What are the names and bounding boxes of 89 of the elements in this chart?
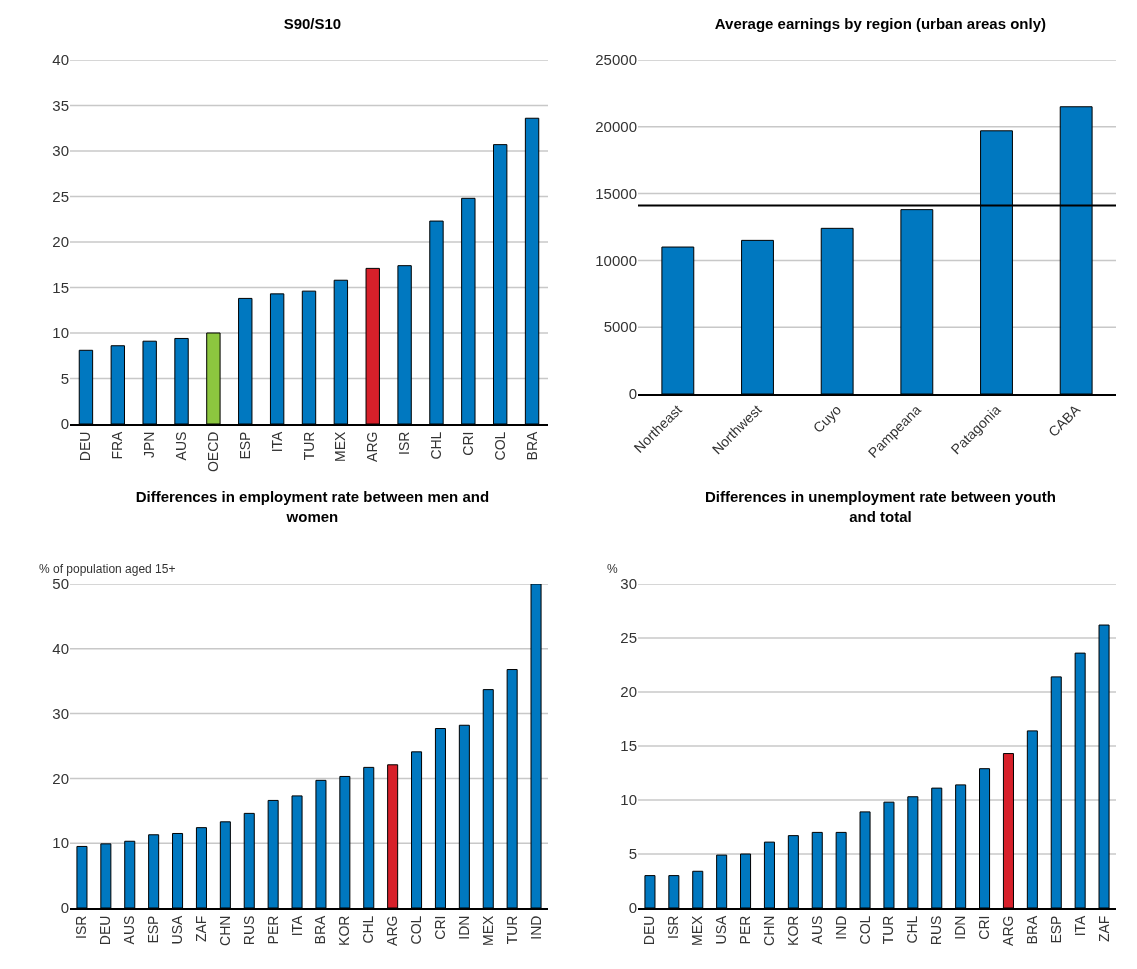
x-tick-label: ESP — [236, 431, 253, 460]
x-tick-label: PER — [264, 915, 281, 945]
x-tick-label: CHN — [216, 915, 233, 946]
x-tick-label: FRA — [109, 430, 126, 460]
y-tick-label: 25000 — [595, 51, 637, 69]
x-tick-label: BRA — [312, 914, 329, 945]
x-tick-label: IND — [527, 915, 544, 940]
x-tick-label: TUR — [300, 431, 317, 461]
y-tick-label: 5000 — [603, 318, 637, 336]
x-tick-label: COL — [491, 431, 508, 461]
x-tick-label: TUR — [503, 915, 520, 945]
x-tick-label: DEU — [97, 915, 114, 946]
x-tick-label: MEX — [479, 914, 496, 946]
x-tick-label: ZAF — [1095, 915, 1112, 943]
y-tick-label: 0 — [628, 899, 637, 917]
y-tick-label: 25 — [620, 629, 637, 647]
y-tick-label: 30 — [52, 704, 69, 722]
x-tick-label: ARG — [1000, 915, 1016, 946]
x-tick-label: PER — [737, 915, 754, 945]
x-tick-label: USA — [713, 914, 730, 945]
x-tick-label: AUS — [173, 431, 190, 461]
y-tick-label: 20 — [620, 683, 637, 701]
x-tick-label: MEX — [332, 430, 349, 462]
x-tick-label: CHN — [761, 915, 777, 946]
x-tick-label: ARG — [364, 431, 381, 462]
x-tick-label: ISR — [665, 915, 682, 939]
x-tick-label: ISR — [396, 431, 413, 455]
y-tick-label: 20 — [52, 233, 69, 251]
y-tick-label: 20 — [52, 769, 69, 787]
x-tick-label: CRI — [976, 915, 993, 940]
x-tick-label: IDN — [952, 915, 969, 940]
y-axis-title: % of population aged 15+ — [39, 562, 176, 576]
x-tick-label: CRI — [459, 431, 476, 456]
x-tick-label: IND — [832, 915, 849, 940]
x-tick-label: JPN — [141, 431, 158, 459]
x-tick-label: ESP — [1047, 915, 1064, 944]
y-tick-label: 10 — [52, 834, 69, 852]
y-tick-label: 10 — [52, 324, 69, 342]
x-tick-label: ZAF — [193, 915, 209, 943]
x-tick-label: RUS — [928, 915, 945, 946]
x-tick-label: KOR — [336, 915, 353, 946]
y-tick-label: 25 — [52, 187, 69, 205]
y-tick-label: 20000 — [595, 118, 637, 136]
x-tick-label: DEU — [77, 431, 94, 462]
y-tick-label: 15 — [52, 278, 69, 296]
x-tick-label: AUS — [808, 915, 825, 945]
x-tick-label: CHL — [360, 915, 377, 944]
x-tick-label: CRI — [432, 915, 448, 940]
y-tick-label: 30 — [620, 575, 637, 593]
x-tick-label: COL — [408, 915, 425, 945]
y-tick-label: 15 — [620, 737, 637, 755]
y-tick-label: 30 — [52, 142, 69, 160]
y-tick-label: 35 — [52, 96, 69, 114]
x-tick-label: CHL — [428, 431, 445, 460]
x-tick-label: ITA — [268, 430, 285, 453]
x-tick-label: KOR — [784, 915, 801, 946]
chart-title: S90/S10 — [283, 14, 342, 32]
x-tick-label: ITA — [1071, 914, 1088, 937]
chart-title: Average earnings by region (urban areas only) — [714, 14, 1047, 32]
x-tick-label: DEU — [641, 915, 658, 946]
y-tick-label: 10 — [620, 791, 637, 809]
x-tick-label: RUS — [240, 915, 257, 946]
chart-title: Differences in employment rate between men and women — [135, 488, 490, 525]
x-tick-label: BRA — [1023, 914, 1040, 945]
y-tick-label: 5 — [628, 845, 637, 863]
x-tick-label: ITA — [288, 914, 305, 937]
x-tick-label: IDN — [455, 915, 472, 940]
y-tick-label: 50 — [52, 575, 69, 593]
x-tick-label: TUR — [880, 915, 897, 945]
y-tick-label: 40 — [52, 640, 69, 658]
y-tick-label: 10000 — [595, 251, 637, 269]
x-tick-label: COL — [856, 915, 873, 945]
y-tick-label: 0 — [628, 385, 637, 403]
x-tick-label: CHL — [904, 915, 921, 944]
y-tick-label: 0 — [60, 899, 69, 917]
chart-title: Differences in unemployment rate between youth and total — [704, 488, 1056, 525]
y-tick-label: 0 — [60, 415, 69, 433]
x-tick-label: MEX — [689, 914, 706, 946]
y-axis-title: % — [607, 562, 618, 576]
x-tick-label: OECD — [204, 431, 221, 473]
y-tick-label: 5 — [60, 369, 69, 387]
x-tick-label: ESP — [145, 915, 162, 944]
x-tick-label: BRA — [523, 430, 540, 461]
y-tick-label: 40 — [52, 51, 69, 69]
x-tick-label: AUS — [121, 915, 138, 945]
x-tick-label: ISR — [73, 915, 90, 939]
x-tick-label: ARG — [384, 915, 401, 946]
x-tick-label: USA — [169, 914, 186, 945]
y-tick-label: 15000 — [595, 184, 637, 202]
